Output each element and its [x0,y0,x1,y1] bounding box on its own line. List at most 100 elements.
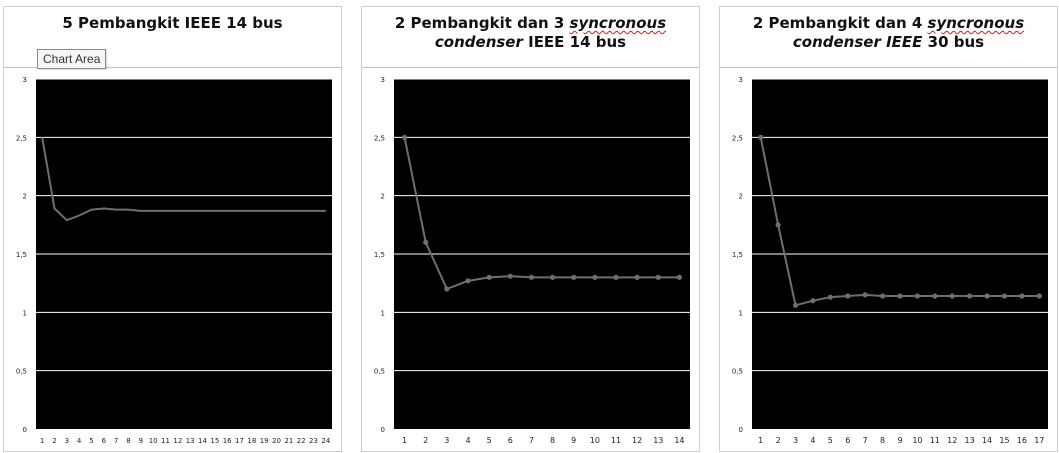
data-point [932,293,938,299]
y-tick-label: 1,5 [732,251,743,259]
chart-panel-2[interactable]: 2 Pembangkit dan 3 syncronous condenser … [361,6,700,452]
data-point [655,274,661,280]
x-tick-label: 1 [758,436,763,445]
data-point [949,293,955,299]
chart-title-2-italic2: condenser [434,33,523,51]
x-tick-label: 1 [402,436,407,445]
data-point [827,294,833,300]
y-tick-label: 1 [381,309,385,317]
y-tick-label: 2 [739,193,743,201]
data-point [984,293,990,299]
chart-title-3-line1: 2 Pembangkit dan 4 [752,14,923,32]
x-tick-label: 13 [965,436,975,445]
x-tick-label: 5 [89,437,93,445]
x-tick-label: 14 [674,436,684,445]
x-tick-label: 4 [77,437,82,445]
data-point [571,274,577,280]
x-tick-label: 8 [880,436,885,445]
x-tick-label: 17 [1034,436,1044,445]
x-tick-label: 7 [529,436,534,445]
y-tick-label: 1 [739,309,743,317]
y-tick-label: 1,5 [374,251,385,259]
data-point [549,274,556,280]
data-point [758,134,764,140]
x-tick-label: 21 [284,437,293,445]
chart-title-3-italic2: condenser IEEE [792,33,923,51]
y-tick-label: 0,5 [732,368,743,376]
chart-title-2-line2-wrap: condenser IEEE 14 bus [362,33,699,52]
x-tick-label: 11 [161,437,170,445]
data-point [634,274,640,280]
chart-title-3-line2: 30 bus [927,33,985,51]
data-point [845,293,851,299]
title-separator [720,67,1057,68]
x-tick-label: 12 [632,436,642,445]
x-tick-label: 15 [999,436,1009,445]
chart-title-2-line2: IEEE 14 bus [528,33,627,51]
x-tick-label: 5 [487,436,492,445]
x-tick-label: 17 [235,437,244,445]
chart-plot-2: 00,511,522,531 2 3 4 5 6 7 8 9 10 11 12 13 14 [374,76,690,445]
x-tick-label: 2 [423,436,428,445]
y-tick-label: 1 [23,309,27,317]
data-point [879,293,886,299]
data-point [862,292,868,298]
chart-plot-3: 00,511,522,531 2 3 4 5 6 7 8 9 10 11 12 13 14 15 16 17 [732,76,1048,445]
x-tick-label: 4 [810,436,815,445]
y-tick-label: 0 [739,426,743,434]
y-tick-label: 2 [381,193,385,201]
x-tick-label: 2 [776,436,781,445]
x-tick-label: 10 [590,436,600,445]
x-tick-label: 5 [828,436,833,445]
x-tick-label: 3 [65,437,69,445]
x-tick-label: 10 [912,436,922,445]
x-tick-label: 6 [845,436,850,445]
y-tick-label: 0 [381,426,385,434]
x-tick-label: 23 [309,437,318,445]
y-tick-label: 3 [739,76,743,84]
chart-panel-1[interactable]: 5 Pembangkit IEEE 14 bus 0 0,5 1 1,5 2 2,5 3 1 2… [3,6,342,452]
data-point [897,293,903,299]
chart-title-3: 2 Pembangkit dan 4 syncronous condenser … [720,14,1057,52]
y-tick-label: 0,5 [374,368,385,376]
data-point [676,274,683,280]
x-tick-label: 14 [198,437,207,445]
chart-title-2-line1: 2 Pembangkit dan 3 [394,14,565,32]
data-point [486,274,492,280]
x-tick-label: 9 [139,437,143,445]
y-tick-label: 0 [23,426,27,434]
title-separator [362,67,699,68]
series-line [41,137,326,222]
chart-title-1-text: 5 Pembangkit IEEE 14 bus [62,14,283,32]
x-tick-label: 24 [321,437,330,445]
x-tick-label: 12 [947,436,957,445]
chart-title-3-italic1: syncronous [927,14,1025,32]
series-line [403,137,680,290]
x-tick-label: 3 [444,436,449,445]
x-tick-label: 11 [611,436,621,445]
chart-panel-3[interactable]: 2 Pembangkit dan 4 syncronous condenser … [719,6,1058,452]
y-tick-label: 0,5 [16,368,27,376]
x-tick-label: 19 [260,437,269,445]
data-point [613,274,619,280]
x-tick-label: 16 [1017,436,1027,445]
y-tick-label: 2,5 [732,134,743,142]
data-point [792,302,799,308]
x-tick-label: 14 [982,436,992,445]
data-point [775,222,781,228]
chart-plot-1: 00,511,522,531 2 3 4 5 6 7 8 9 10 11 12 13 14 15 16 17 18… [16,76,332,445]
x-tick-label: 7 [114,437,118,445]
x-tick-label: 8 [550,436,555,445]
data-point [1019,293,1025,299]
x-tick-label: 20 [272,437,281,445]
data-point [914,293,921,299]
x-tick-label: 16 [223,437,232,445]
data-point [592,274,598,280]
y-tick-label: 2 [23,193,27,201]
data-point [967,293,973,299]
x-tick-label: 8 [126,437,130,445]
data-point [423,239,429,245]
y-tick-label: 2,5 [16,134,27,142]
x-tick-label: 10 [149,437,158,445]
data-point [810,298,816,304]
